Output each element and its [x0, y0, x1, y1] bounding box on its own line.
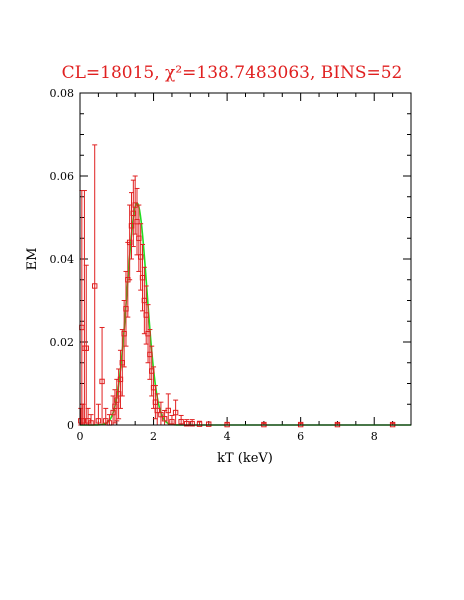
data-point [92, 144, 98, 426]
point-marker [83, 345, 89, 351]
y-tick-label: 0.02 [50, 336, 75, 349]
y-axis-label: EM [25, 248, 40, 271]
data-point [88, 414, 94, 426]
point-marker [161, 416, 168, 422]
x-tick-label: 6 [297, 430, 304, 443]
x-tick-label: 2 [150, 430, 157, 443]
chart-title: CL=18015, χ²=138.7483063, BINS=52 [62, 63, 403, 83]
y-tick-label: 0.08 [50, 87, 75, 100]
point-marker [154, 407, 160, 414]
data-point [95, 403, 102, 426]
y-tick-label: 0.04 [50, 253, 75, 266]
point-marker [172, 409, 179, 416]
data-point [169, 414, 175, 426]
data-point [178, 414, 184, 426]
point-marker [178, 418, 184, 425]
point-marker [80, 418, 86, 424]
axis-ticks: 0 2 4 6 8 0 0.02 0.04 0.06 0.08 [50, 87, 412, 443]
point-marker [158, 411, 164, 418]
point-marker [189, 421, 195, 427]
point-marker [165, 407, 171, 414]
plot-frame [79, 92, 412, 426]
point-marker [196, 421, 203, 427]
data-points-layer [78, 144, 396, 428]
point-marker [95, 418, 102, 424]
point-marker [206, 421, 212, 427]
point-marker [169, 418, 175, 425]
x-axis-label: kT (keV) [217, 451, 273, 466]
point-marker [99, 378, 105, 385]
x-tick-label: 8 [371, 430, 378, 443]
data-point [99, 326, 105, 426]
y-tick-label: 0 [67, 419, 74, 432]
point-marker [92, 283, 98, 289]
point-marker [183, 421, 190, 427]
x-tick-label: 4 [224, 430, 231, 443]
x-tick-label: 0 [77, 430, 84, 443]
y-tick-label: 0.06 [50, 170, 75, 183]
